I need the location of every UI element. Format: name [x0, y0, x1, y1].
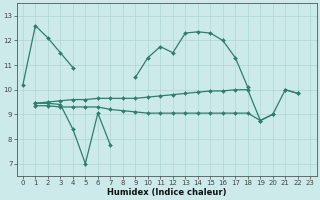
- X-axis label: Humidex (Indice chaleur): Humidex (Indice chaleur): [107, 188, 226, 197]
